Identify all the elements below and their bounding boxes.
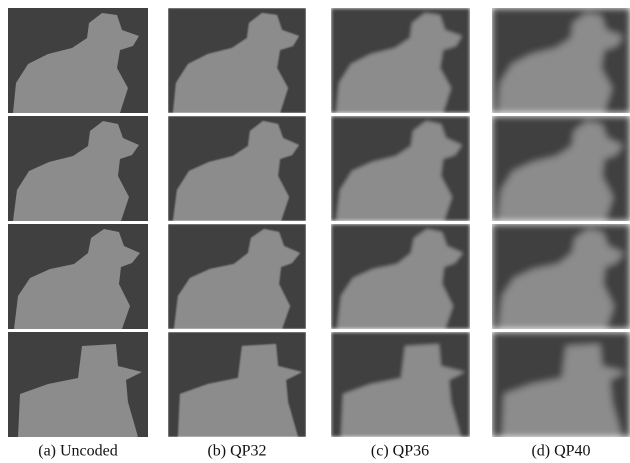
image-panel: [331, 8, 470, 113]
image-panel: [492, 332, 630, 437]
image-panel: [168, 224, 306, 329]
image-panel: [8, 224, 148, 329]
image-panel: [331, 116, 470, 221]
image-grid: [8, 8, 630, 437]
image-panel: [8, 116, 148, 221]
image-panel: [331, 224, 470, 329]
image-panel: [168, 8, 306, 113]
image-panel: [8, 8, 148, 113]
image-panel: [168, 332, 306, 437]
caption: (c) QP36: [371, 443, 429, 460]
image-panel: [331, 332, 470, 437]
caption: (b) QP32: [207, 443, 266, 460]
image-panel: [492, 8, 630, 113]
figure: (a) Uncoded (b) QP32 (c) QP36 (d) QP40: [0, 0, 630, 463]
page: (a) Uncoded (b) QP32 (c) QP36 (d) QP40 (…: [0, 0, 630, 463]
image-panel: [492, 116, 630, 221]
caption: (d) QP40: [531, 443, 590, 460]
caption: (a) Uncoded: [38, 443, 118, 460]
image-panel: [168, 116, 306, 221]
image-panel: [492, 224, 630, 329]
image-panel: [8, 332, 148, 437]
